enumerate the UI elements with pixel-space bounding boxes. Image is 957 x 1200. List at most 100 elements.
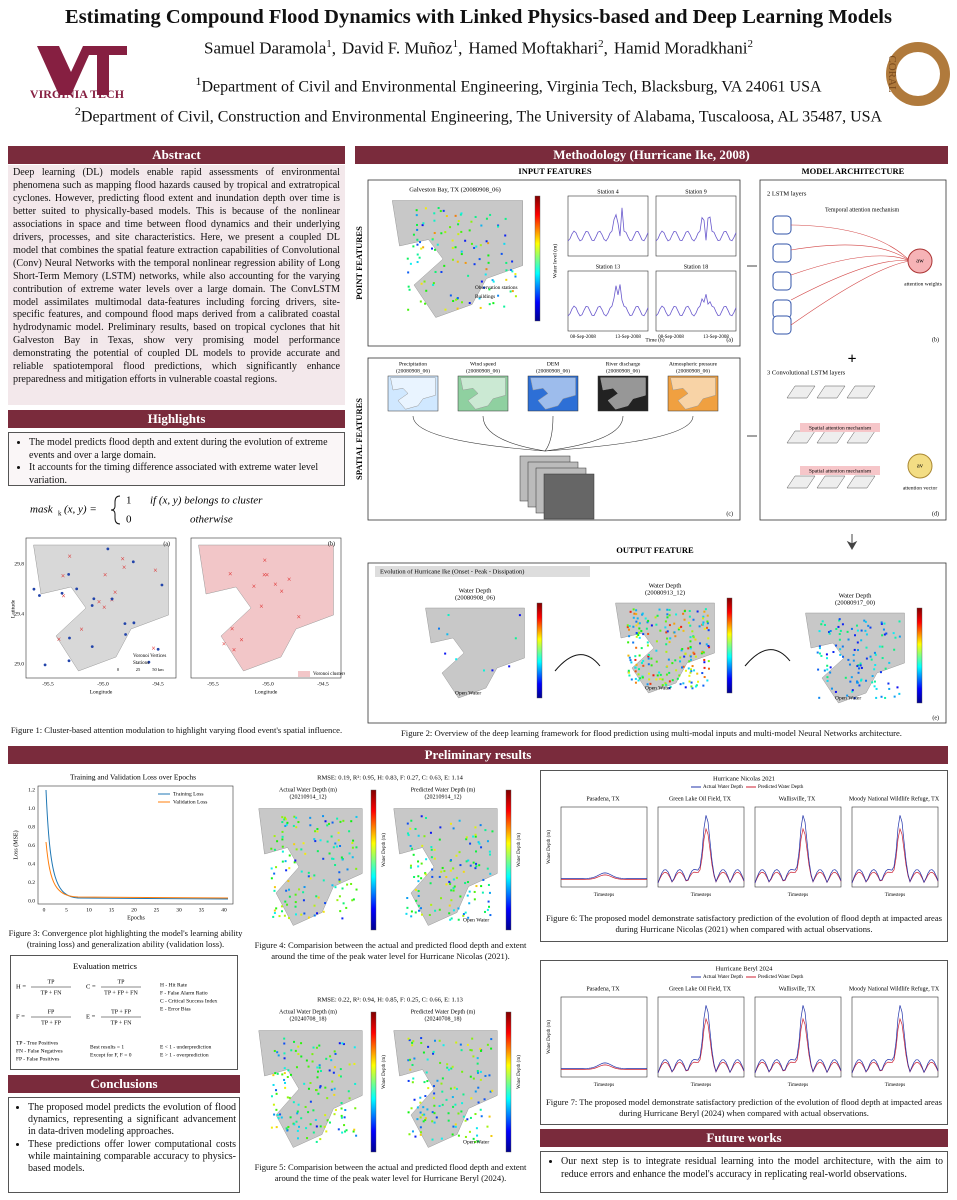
- depth-pixel: [817, 669, 819, 671]
- depth-pixel: [342, 887, 344, 889]
- depth-pixel: [486, 240, 488, 242]
- depth-pixel: [487, 242, 489, 244]
- depth-pixel: [338, 839, 340, 841]
- depth-pixel: [339, 895, 341, 897]
- depth-pixel: [666, 665, 668, 667]
- depth-pixel: [455, 658, 457, 660]
- depth-pixel: [486, 218, 488, 220]
- label: (20080908_06): [466, 367, 500, 374]
- depth-pixel: [515, 295, 517, 297]
- depth-pixel: [638, 632, 640, 634]
- depth-pixel: [885, 633, 887, 635]
- voronoi-vertex: [68, 637, 71, 640]
- depth-pixel: [655, 624, 657, 626]
- label: Predicted Water Depth: [758, 785, 804, 790]
- depth-pixel: [446, 1063, 448, 1065]
- depth-pixel: [829, 633, 831, 635]
- colorbar: [727, 598, 732, 693]
- depth-pixel: [690, 659, 692, 661]
- depth-pixel: [438, 628, 440, 630]
- label: (b): [328, 540, 335, 547]
- depth-pixel: [318, 1045, 320, 1047]
- depth-pixel: [645, 617, 647, 619]
- depth-pixel: [839, 648, 841, 650]
- depth-pixel: [832, 651, 834, 653]
- figure-caption: Figure 6: The proposed model demonstrate…: [545, 913, 943, 934]
- label: Timesteps: [885, 1083, 905, 1088]
- label: 0.6: [28, 843, 35, 849]
- depth-pixel: [469, 302, 471, 304]
- conv-grid: [817, 476, 845, 488]
- depth-pixel: [864, 630, 866, 632]
- depth-pixel: [439, 909, 441, 911]
- depth-pixel: [338, 871, 340, 873]
- depth-pixel: [696, 673, 698, 675]
- depth-pixel: [708, 668, 710, 670]
- depth-pixel: [708, 660, 710, 662]
- depth-pixel: [420, 1037, 422, 1039]
- depth-pixel: [284, 915, 286, 917]
- depth-pixel: [627, 641, 629, 643]
- depth-pixel: [442, 867, 444, 869]
- depth-pixel: [633, 613, 635, 615]
- depth-pixel: [492, 302, 494, 304]
- depth-pixel: [413, 876, 415, 878]
- label: Time (h): [645, 336, 664, 343]
- depth-pixel: [416, 244, 418, 246]
- label: 1.2: [28, 787, 35, 793]
- depth-pixel: [450, 294, 452, 296]
- depth-pixel: [329, 1055, 331, 1057]
- depth-pixel: [481, 1115, 483, 1117]
- colorbar: [371, 790, 376, 930]
- label: Precipitation: [399, 361, 427, 367]
- depth-pixel: [488, 1074, 490, 1076]
- depth-pixel: [275, 1089, 277, 1091]
- depth-pixel: [339, 910, 341, 912]
- depth-pixel: [296, 1112, 298, 1114]
- depth-pixel: [648, 678, 650, 680]
- depth-pixel: [881, 646, 883, 648]
- label: (20080908_06): [536, 367, 570, 374]
- depth-pixel: [427, 1087, 429, 1089]
- depth-pixel: [669, 614, 671, 616]
- depth-pixel: [295, 913, 297, 915]
- depth-pixel: [427, 1059, 429, 1061]
- voronoi-vertex: [91, 645, 94, 648]
- depth-pixel: [469, 843, 471, 845]
- depth-pixel: [885, 668, 887, 670]
- label: (a): [163, 540, 170, 547]
- depth-pixel: [869, 627, 871, 629]
- bullet-item: The model predicts flood depth and exten…: [29, 437, 340, 462]
- label: Atmospheric pressure: [669, 361, 718, 367]
- depth-pixel: [287, 1096, 289, 1098]
- depth-pixel: [273, 1084, 275, 1086]
- depth-pixel: [630, 661, 632, 663]
- depth-pixel: [489, 303, 491, 305]
- depth-pixel: [464, 882, 466, 884]
- label: Timesteps: [691, 1083, 711, 1088]
- depth-pixel: [334, 886, 336, 888]
- depth-pixel: [334, 1088, 336, 1090]
- depth-pixel: [490, 1038, 492, 1040]
- depth-pixel: [438, 207, 440, 209]
- depth-pixel: [637, 617, 639, 619]
- depth-pixel: [647, 620, 649, 622]
- conv-grid: [817, 386, 845, 398]
- depth-line: [561, 1063, 647, 1069]
- depth-pixel: [687, 647, 689, 649]
- station-marker: ×: [265, 571, 270, 580]
- depth-pixel: [309, 817, 311, 819]
- depth-pixel: [874, 652, 876, 654]
- depth-pixel: [480, 885, 482, 887]
- depth-pixel: [316, 1076, 318, 1078]
- depth-pixel: [314, 840, 316, 842]
- label: Predicted Water Depth (m): [411, 786, 476, 793]
- depth-pixel: [288, 889, 290, 891]
- label: Water Depth (m): [547, 830, 552, 864]
- depth-pixel: [835, 645, 837, 647]
- depth-pixel: [666, 609, 668, 611]
- depth-pixel: [411, 848, 413, 850]
- depth-pixel: [352, 847, 354, 849]
- depth-pixel: [488, 906, 490, 908]
- label: Training and Validation Loss over Epochs: [70, 773, 196, 782]
